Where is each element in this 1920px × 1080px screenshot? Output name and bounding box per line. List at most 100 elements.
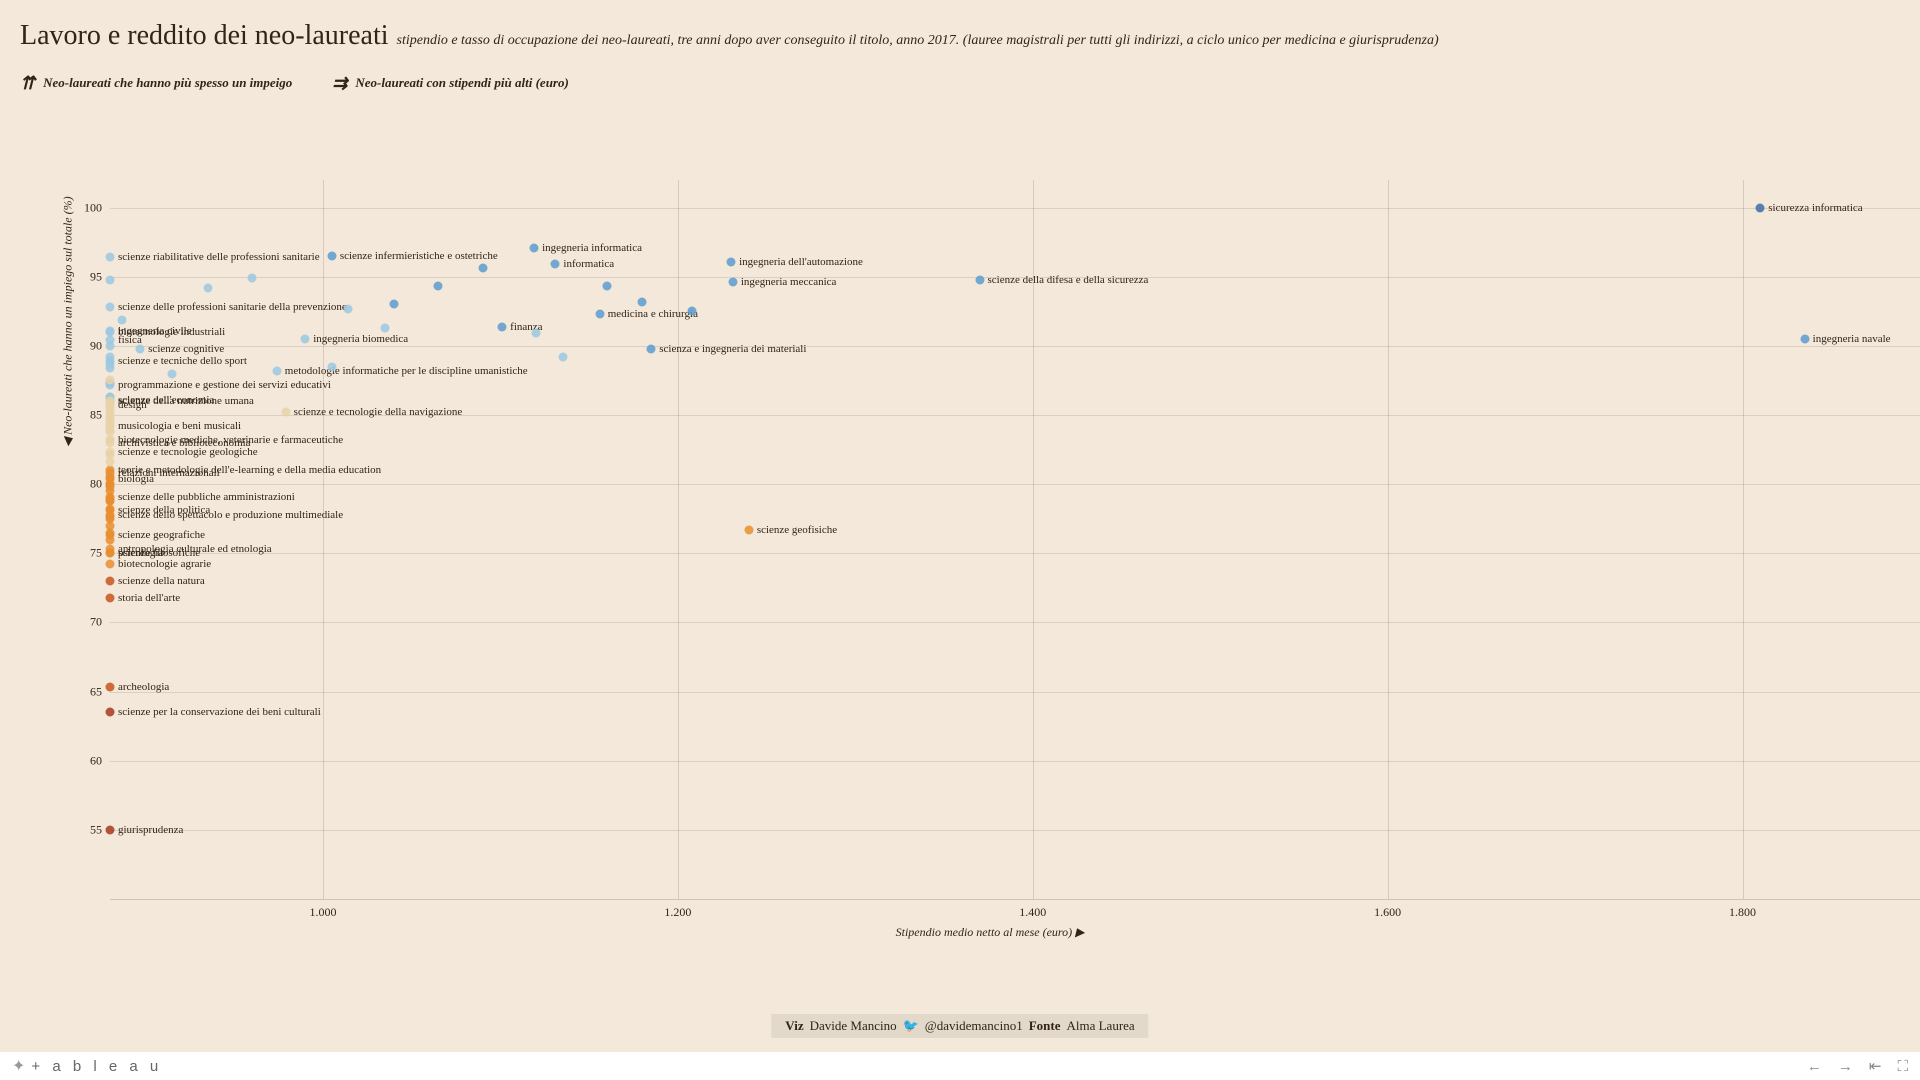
data-point[interactable] (106, 451, 115, 460)
data-point[interactable] (647, 344, 656, 353)
gridline-h (110, 761, 1920, 762)
data-point[interactable] (327, 362, 336, 371)
data-point[interactable] (106, 496, 115, 505)
footer-controls: ← → ⇤ ⛶ (1807, 1057, 1908, 1075)
point-label: scienze per la conservazione dei beni cu… (118, 706, 321, 718)
data-point[interactable] (106, 328, 115, 337)
point-label: programmazione e gestione dei servizi ed… (118, 379, 331, 391)
legend-right-label: Neo-laureati con stipendi più alti (euro… (355, 75, 568, 91)
gridline-h (110, 692, 1920, 693)
point-label: scienze dello spettacolo e produzione mu… (118, 509, 343, 521)
data-point[interactable] (688, 307, 697, 316)
data-point[interactable] (106, 549, 115, 558)
arrows-right-icon: ⇉ (332, 74, 347, 92)
data-point[interactable] (727, 257, 736, 266)
data-point[interactable] (558, 352, 567, 361)
point-label: biotecnologie agrarie (118, 558, 211, 570)
tableau-logo-text: + a b l e a u (31, 1058, 162, 1075)
data-point[interactable] (247, 274, 256, 283)
data-point[interactable] (106, 560, 115, 569)
gridline-v (678, 180, 679, 899)
data-point[interactable] (434, 282, 443, 291)
legend-up: ⇈ Neo-laureati che hanno più spesso un i… (20, 74, 292, 92)
data-point[interactable] (106, 417, 115, 426)
undo-button[interactable]: ← (1807, 1058, 1822, 1075)
data-point[interactable] (118, 315, 127, 324)
data-point[interactable] (106, 397, 115, 406)
data-point[interactable] (975, 275, 984, 284)
data-point[interactable] (106, 341, 115, 350)
point-label: scienze geofisiche (757, 524, 837, 536)
data-point[interactable] (343, 304, 352, 313)
footer-bar: ✦ + a b l e a u ← → ⇤ ⛶ (0, 1052, 1920, 1080)
data-point[interactable] (106, 825, 115, 834)
data-point[interactable] (389, 300, 398, 309)
data-point[interactable] (638, 297, 647, 306)
point-label: scienze della difesa e della sicurezza (988, 274, 1149, 286)
redo-button[interactable]: → (1838, 1058, 1853, 1075)
data-point[interactable] (106, 408, 115, 417)
legend-right: ⇉ Neo-laureati con stipendi più alti (eu… (332, 74, 569, 92)
twitter-handle: @davidemancino1 (925, 1018, 1023, 1034)
data-point[interactable] (203, 283, 212, 292)
data-point[interactable] (106, 473, 115, 482)
data-point[interactable] (106, 359, 115, 368)
data-point[interactable] (498, 322, 507, 331)
chart-subtitle: stipendio e tasso di occupazione dei neo… (397, 33, 1439, 49)
data-point[interactable] (551, 260, 560, 269)
data-point[interactable] (281, 408, 290, 417)
point-label: scienze delle professioni sanitarie dell… (118, 301, 347, 313)
data-point[interactable] (1756, 203, 1765, 212)
point-label: scienze e tecniche dello sport (118, 355, 247, 367)
reset-button[interactable]: ⇤ (1869, 1057, 1882, 1075)
legend-row: ⇈ Neo-laureati che hanno più spesso un i… (20, 74, 1900, 92)
point-label: scienze riabilitative delle professioni … (118, 251, 320, 263)
header: Lavoro e reddito dei neo-laureati stipen… (0, 0, 1920, 102)
data-point[interactable] (602, 282, 611, 291)
data-point[interactable] (106, 513, 115, 522)
point-label: ingegneria navale (1813, 333, 1891, 345)
point-label: scienza e ingegneria dei materiali (659, 343, 806, 355)
data-point[interactable] (728, 278, 737, 287)
data-point[interactable] (106, 275, 115, 284)
title-row: Lavoro e reddito dei neo-laureati stipen… (20, 20, 1900, 52)
data-point[interactable] (272, 366, 281, 375)
point-label: ingegneria informatica (542, 242, 642, 254)
scatter-plot[interactable]: 1.0001.2001.4001.6001.800556065707580859… (110, 180, 1920, 900)
data-point[interactable] (1800, 335, 1809, 344)
data-point[interactable] (106, 683, 115, 692)
fonte-text: Alma Laurea (1066, 1018, 1134, 1034)
point-label: musicologia e beni musicali (118, 420, 241, 432)
data-point[interactable] (595, 310, 604, 319)
y-tick-label: 70 (90, 615, 110, 630)
chart-area: ◀ Neo-laureati che hanno un impiego sul … (60, 180, 1920, 950)
data-point[interactable] (531, 329, 540, 338)
data-point[interactable] (106, 303, 115, 312)
data-point[interactable] (106, 376, 115, 385)
x-tick-label: 1.800 (1729, 899, 1756, 920)
tableau-mark-icon: ✦ (12, 1056, 25, 1076)
tableau-logo[interactable]: ✦ + a b l e a u (12, 1056, 162, 1076)
gridline-v (323, 180, 324, 899)
data-point[interactable] (478, 264, 487, 273)
data-point[interactable] (327, 252, 336, 261)
x-tick-label: 1.000 (309, 899, 336, 920)
data-point[interactable] (168, 369, 177, 378)
data-point[interactable] (106, 528, 115, 537)
data-point[interactable] (106, 593, 115, 602)
data-point[interactable] (106, 253, 115, 262)
data-point[interactable] (106, 708, 115, 717)
data-point[interactable] (106, 435, 115, 444)
point-label: scienze infermieristiche e ostetriche (340, 250, 498, 262)
twitter-icon: 🐦 (903, 1018, 919, 1034)
x-tick-label: 1.400 (1019, 899, 1046, 920)
point-label: archeologia (118, 681, 169, 693)
data-point[interactable] (530, 243, 539, 252)
data-point[interactable] (106, 576, 115, 585)
data-point[interactable] (381, 323, 390, 332)
gridline-h (110, 346, 1920, 347)
data-point[interactable] (301, 335, 310, 344)
point-label: ingegneria meccanica (741, 276, 837, 288)
fullscreen-button[interactable]: ⛶ (1897, 1058, 1908, 1075)
data-point[interactable] (744, 525, 753, 534)
